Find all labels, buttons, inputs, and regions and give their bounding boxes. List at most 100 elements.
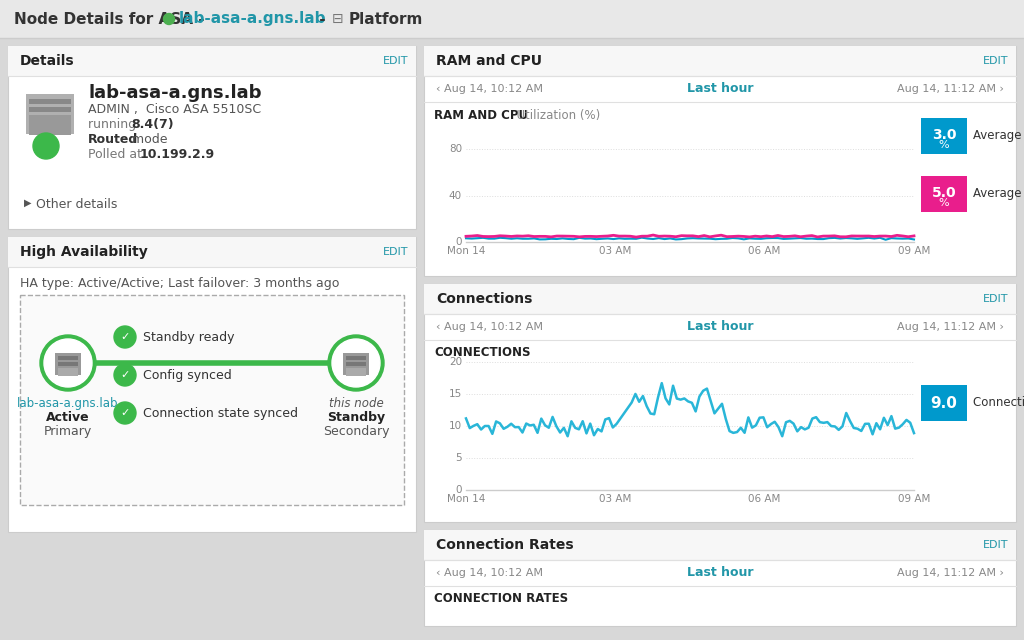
Text: 06 AM: 06 AM [749, 246, 781, 256]
Text: 40: 40 [449, 191, 462, 200]
Text: RAM AND CPU: RAM AND CPU [434, 109, 528, 122]
Text: 3.0: 3.0 [932, 128, 956, 142]
Text: Mon 14: Mon 14 [446, 494, 485, 504]
Text: 03 AM: 03 AM [599, 494, 632, 504]
Circle shape [33, 133, 59, 159]
Text: HA type: Active/Active; Last failover: 3 months ago: HA type: Active/Active; Last failover: 3… [20, 277, 339, 290]
Text: EDIT: EDIT [982, 294, 1008, 304]
Text: Details: Details [20, 54, 75, 68]
Text: lab-asa-a.gns.lab: lab-asa-a.gns.lab [17, 397, 119, 410]
Text: 80: 80 [449, 144, 462, 154]
Bar [8, 237, 416, 532]
Text: Last hour: Last hour [687, 321, 754, 333]
Text: 15: 15 [449, 389, 462, 399]
Bar [29, 99, 71, 104]
Bar [29, 115, 71, 135]
Text: Mon 14: Mon 14 [446, 246, 485, 256]
Text: Platform: Platform [349, 12, 423, 26]
Text: 0: 0 [456, 485, 462, 495]
Text: 5: 5 [456, 453, 462, 463]
Text: Polled at: Polled at [88, 148, 146, 161]
Text: Other details: Other details [36, 198, 118, 211]
Text: Standby: Standby [327, 411, 385, 424]
Text: Last hour: Last hour [687, 83, 754, 95]
Text: CONNECTION RATES: CONNECTION RATES [434, 592, 568, 605]
Bar [8, 46, 416, 229]
Circle shape [332, 339, 380, 387]
Bar [921, 385, 967, 421]
Text: 9.0: 9.0 [931, 396, 957, 410]
Bar [343, 353, 369, 375]
Text: 8.4(7): 8.4(7) [131, 118, 174, 131]
Bar [921, 118, 967, 154]
Bar [424, 284, 1016, 314]
Text: Routed: Routed [88, 133, 138, 146]
Bar [346, 356, 366, 360]
Text: 09 AM: 09 AM [898, 246, 930, 256]
Text: 0: 0 [456, 237, 462, 247]
Text: Connection state synced: Connection state synced [143, 406, 298, 419]
Text: Primary: Primary [44, 425, 92, 438]
Text: Active: Active [46, 411, 90, 424]
Bar [29, 107, 71, 112]
Bar [346, 362, 366, 366]
Text: Connections In Use: Connections In Use [973, 397, 1024, 410]
Text: %: % [939, 198, 949, 208]
Text: lab-asa-a.gns.lab: lab-asa-a.gns.lab [179, 12, 327, 26]
Text: -: - [314, 12, 331, 26]
Bar [8, 46, 416, 76]
Circle shape [114, 364, 136, 386]
Bar [8, 237, 416, 267]
Text: EDIT: EDIT [383, 247, 408, 257]
Circle shape [40, 335, 96, 391]
Text: Aug 14, 11:12 AM ›: Aug 14, 11:12 AM › [897, 568, 1004, 578]
Bar [424, 284, 1016, 522]
Text: ▶: ▶ [24, 198, 32, 208]
Text: EDIT: EDIT [383, 56, 408, 66]
Text: Average CPU Load: Average CPU Load [973, 129, 1024, 143]
Text: 06 AM: 06 AM [749, 494, 781, 504]
Text: Secondary: Secondary [323, 425, 389, 438]
Bar [58, 356, 78, 360]
Bar [58, 368, 78, 376]
Circle shape [114, 326, 136, 348]
Text: 10.199.2.9: 10.199.2.9 [140, 148, 215, 161]
Bar [346, 368, 366, 376]
Text: CONNECTIONS: CONNECTIONS [434, 346, 530, 359]
Text: Aug 14, 11:12 AM ›: Aug 14, 11:12 AM › [897, 84, 1004, 94]
Text: Node Details for ASA -: Node Details for ASA - [14, 12, 210, 26]
Text: ✓: ✓ [120, 408, 130, 418]
Bar [921, 176, 967, 212]
Text: Connections: Connections [436, 292, 532, 306]
Text: 09 AM: 09 AM [898, 494, 930, 504]
Text: running: running [88, 118, 140, 131]
Text: EDIT: EDIT [982, 56, 1008, 66]
Bar [26, 94, 74, 134]
Bar [0, 0, 1024, 38]
Text: Config synced: Config synced [143, 369, 231, 381]
Text: ‹ Aug 14, 10:12 AM: ‹ Aug 14, 10:12 AM [436, 322, 543, 332]
Text: Average Percent Me...: Average Percent Me... [973, 188, 1024, 200]
Text: EDIT: EDIT [982, 540, 1008, 550]
Text: ✓: ✓ [120, 370, 130, 380]
Bar [20, 295, 404, 505]
Text: Utilization (%): Utilization (%) [509, 109, 600, 122]
Text: ✓: ✓ [120, 332, 130, 342]
Text: lab-asa-a.gns.lab: lab-asa-a.gns.lab [88, 84, 261, 102]
Text: Last hour: Last hour [687, 566, 754, 579]
Text: 10: 10 [449, 421, 462, 431]
Text: %: % [939, 140, 949, 150]
Text: Standby ready: Standby ready [143, 330, 234, 344]
Bar [424, 46, 1016, 76]
Text: Connection Rates: Connection Rates [436, 538, 573, 552]
Circle shape [328, 335, 384, 391]
Bar [55, 353, 81, 375]
Circle shape [44, 339, 92, 387]
Text: ‹ Aug 14, 10:12 AM: ‹ Aug 14, 10:12 AM [436, 84, 543, 94]
Text: ⊟: ⊟ [332, 12, 344, 26]
Text: 03 AM: 03 AM [599, 246, 632, 256]
Text: ‹ Aug 14, 10:12 AM: ‹ Aug 14, 10:12 AM [436, 568, 543, 578]
Text: mode: mode [128, 133, 168, 146]
Text: ADMIN ,  Cisco ASA 5510SC: ADMIN , Cisco ASA 5510SC [88, 103, 261, 116]
Bar [424, 46, 1016, 276]
